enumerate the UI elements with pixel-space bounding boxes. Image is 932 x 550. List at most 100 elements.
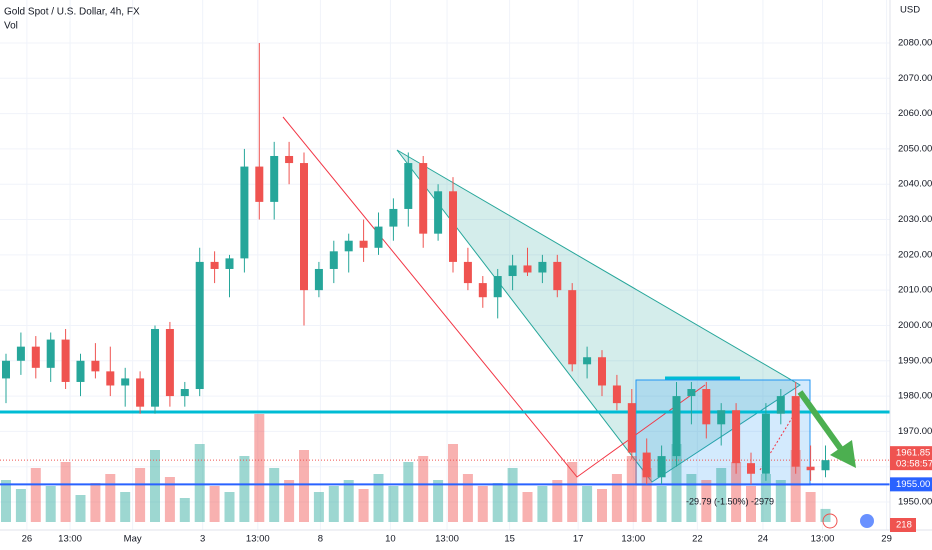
grid bbox=[0, 0, 890, 530]
candle-body bbox=[508, 265, 517, 277]
volume-bar bbox=[60, 462, 71, 522]
x-tick-label: 24 bbox=[758, 534, 769, 545]
candle-body bbox=[687, 389, 696, 397]
chart-title: Gold Spot / U.S. Dollar, 4h, FX bbox=[4, 7, 140, 18]
candle-body bbox=[180, 389, 189, 397]
candle-body bbox=[314, 268, 323, 291]
x-tick-label: 22 bbox=[692, 534, 703, 545]
x-tick-label: 13:00 bbox=[811, 534, 835, 545]
volume-bar bbox=[373, 474, 384, 522]
volume-bar bbox=[254, 414, 265, 522]
candle-body bbox=[568, 290, 577, 365]
y-tick-label: 1970.00 bbox=[898, 426, 932, 437]
volume-bar bbox=[597, 489, 607, 522]
candle-body bbox=[374, 226, 383, 248]
volume-bar bbox=[328, 486, 339, 522]
candle-body bbox=[210, 261, 219, 269]
x-tick-label: 13:00 bbox=[621, 534, 645, 545]
volume-tag-label: 218 bbox=[896, 520, 912, 531]
flag-icon[interactable] bbox=[860, 514, 874, 528]
countdown: 03:58:57 bbox=[896, 459, 932, 470]
candle-body bbox=[121, 378, 130, 386]
candle-body bbox=[106, 371, 115, 386]
candle-body bbox=[136, 378, 145, 407]
candle-body bbox=[285, 155, 294, 164]
volume-bar bbox=[313, 492, 324, 522]
volume-tag bbox=[890, 518, 916, 532]
alert-icon[interactable] bbox=[822, 513, 838, 529]
x-tick-label: 8 bbox=[318, 534, 323, 545]
x-tick-label: 15 bbox=[504, 534, 515, 545]
candle-body bbox=[404, 163, 413, 209]
volume-label: Vol bbox=[4, 21, 18, 32]
candle-body bbox=[732, 410, 741, 464]
x-tick-label: 3 bbox=[200, 534, 205, 545]
volume-bar bbox=[284, 480, 295, 522]
x-tick-label: 13:00 bbox=[246, 534, 270, 545]
volume-bar bbox=[686, 474, 697, 522]
candle-body bbox=[598, 357, 606, 386]
candle-body bbox=[16, 346, 25, 361]
candle-body bbox=[91, 360, 100, 372]
x-tick-label: 17 bbox=[573, 534, 584, 545]
volume-bar bbox=[343, 480, 354, 522]
volume-bar bbox=[462, 474, 473, 522]
volume-bar bbox=[269, 468, 280, 522]
volume-bar bbox=[671, 444, 682, 522]
volume-bar bbox=[358, 489, 369, 522]
volume-bar bbox=[30, 468, 41, 522]
candle-body bbox=[240, 166, 249, 259]
x-tick-label: 13:00 bbox=[58, 534, 82, 545]
candle-body bbox=[523, 265, 532, 273]
volume-bar bbox=[492, 483, 503, 522]
volume-bar bbox=[507, 468, 518, 522]
last-price-tag bbox=[890, 446, 932, 471]
candle-body bbox=[165, 328, 174, 397]
volume-bar bbox=[299, 450, 309, 522]
volume-bar bbox=[150, 450, 160, 522]
candle-body bbox=[821, 460, 830, 471]
volume-bar bbox=[448, 444, 458, 522]
y-tick-label: 2080.00 bbox=[898, 38, 932, 49]
volume-bar bbox=[179, 498, 190, 522]
candle-body bbox=[657, 456, 666, 478]
y-tick-label: 2060.00 bbox=[898, 108, 932, 119]
candle-body bbox=[329, 251, 338, 269]
volume-bar bbox=[641, 468, 652, 522]
volume-bar bbox=[552, 480, 563, 522]
y-tick-label: 2030.00 bbox=[898, 214, 932, 225]
y-tick-label: 2020.00 bbox=[898, 249, 932, 260]
volume-bar bbox=[731, 462, 742, 522]
volume-bar bbox=[164, 477, 175, 522]
y-tick-label: 2010.00 bbox=[898, 285, 932, 296]
candle-body bbox=[463, 261, 472, 284]
volume-bar bbox=[90, 483, 101, 522]
volume-bar bbox=[194, 444, 205, 522]
candle-body bbox=[46, 339, 55, 368]
volume-bar bbox=[45, 486, 56, 522]
x-tick-label: 13:00 bbox=[435, 534, 459, 545]
volume-bar bbox=[15, 489, 26, 522]
candle-body bbox=[389, 208, 398, 227]
volume-bar bbox=[582, 486, 593, 522]
volume-bar bbox=[760, 474, 771, 522]
volume-bar bbox=[403, 462, 414, 522]
y-tick-label: 1980.00 bbox=[898, 391, 932, 402]
level-tag bbox=[890, 477, 932, 492]
arrow-head bbox=[830, 440, 856, 468]
volume-bar bbox=[805, 492, 816, 522]
currency: USD bbox=[900, 5, 920, 16]
candle-body bbox=[776, 396, 785, 414]
candle-body bbox=[195, 261, 204, 390]
candle-body bbox=[61, 339, 70, 382]
candle-body bbox=[31, 346, 40, 368]
candle-body bbox=[151, 328, 159, 407]
candle-body bbox=[553, 261, 562, 291]
volume-bar bbox=[701, 480, 712, 522]
volume-bar bbox=[75, 495, 86, 522]
volume-bar bbox=[224, 492, 235, 522]
candle-body bbox=[270, 155, 279, 202]
candle-body bbox=[612, 385, 621, 404]
candle-body bbox=[717, 410, 726, 425]
candle-body bbox=[791, 396, 800, 467]
